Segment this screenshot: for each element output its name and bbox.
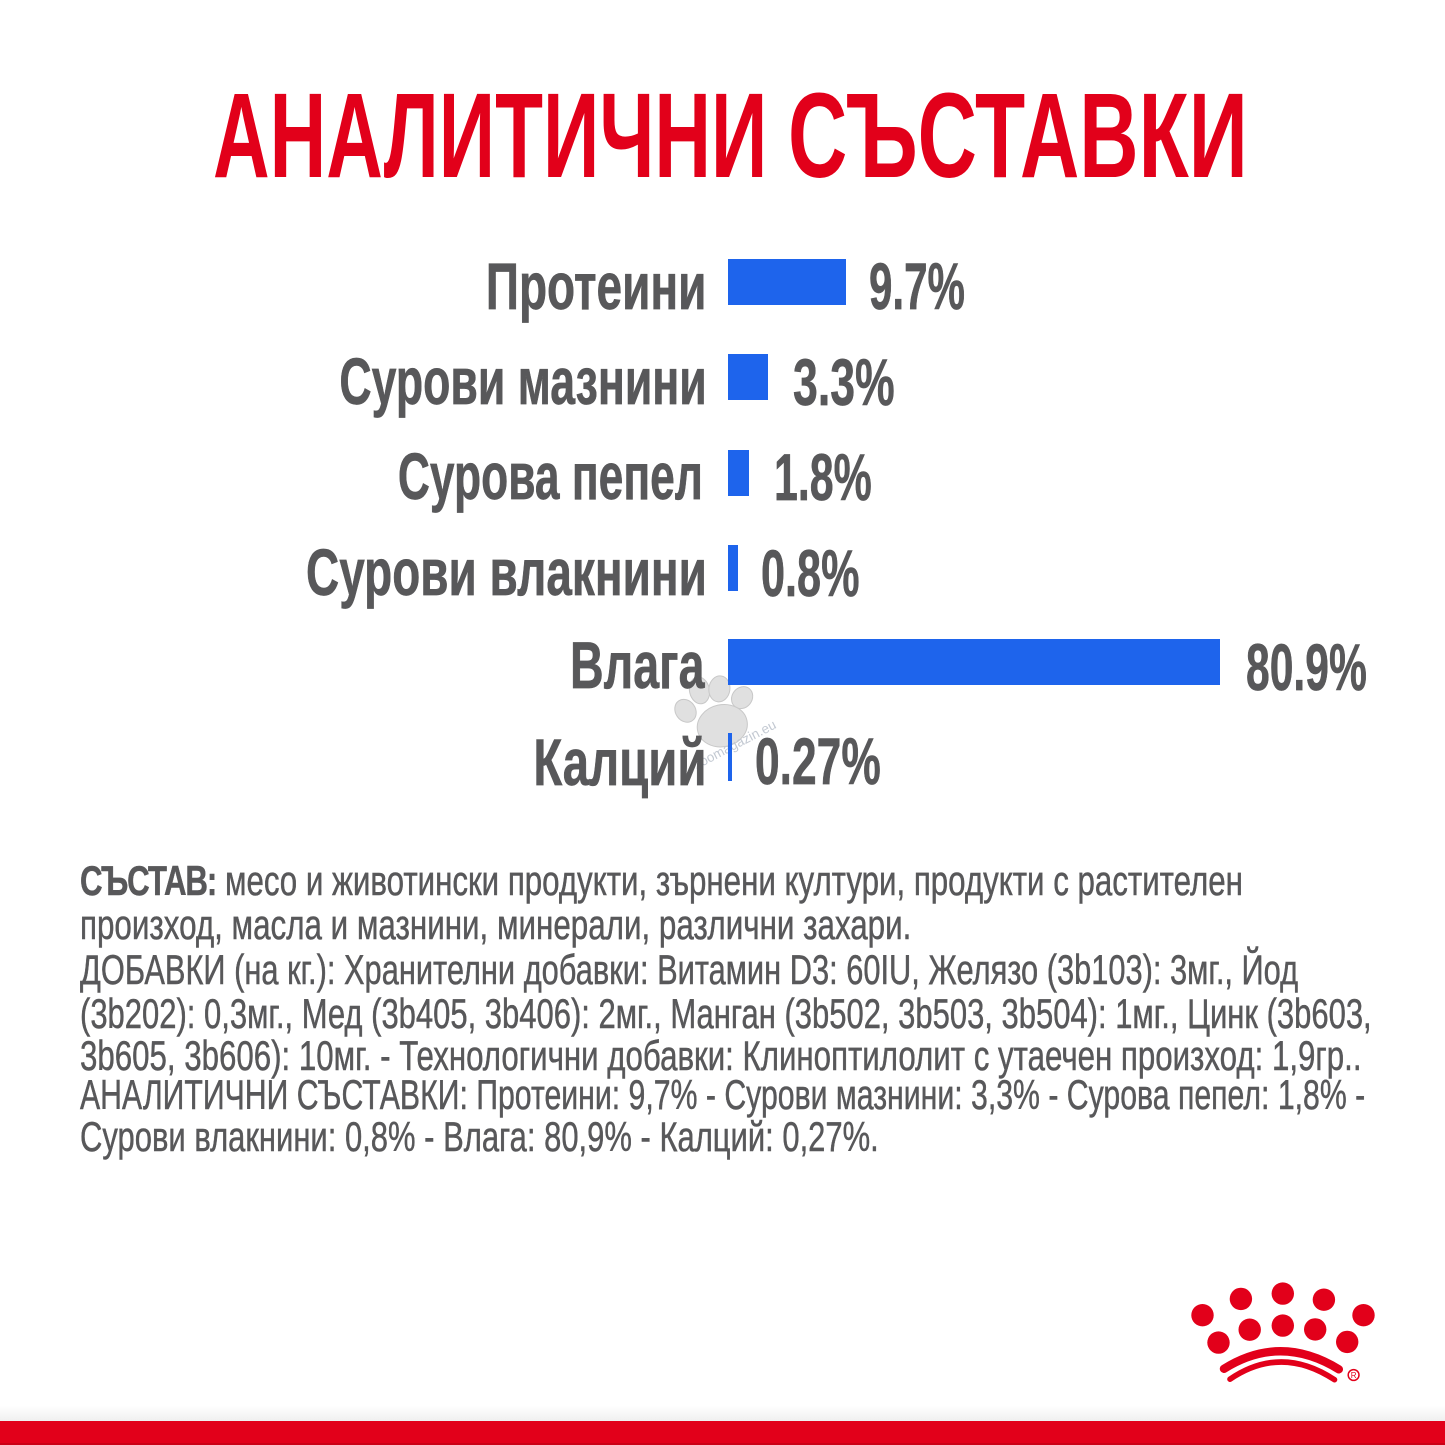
svg-text:R: R bbox=[1351, 1371, 1357, 1380]
